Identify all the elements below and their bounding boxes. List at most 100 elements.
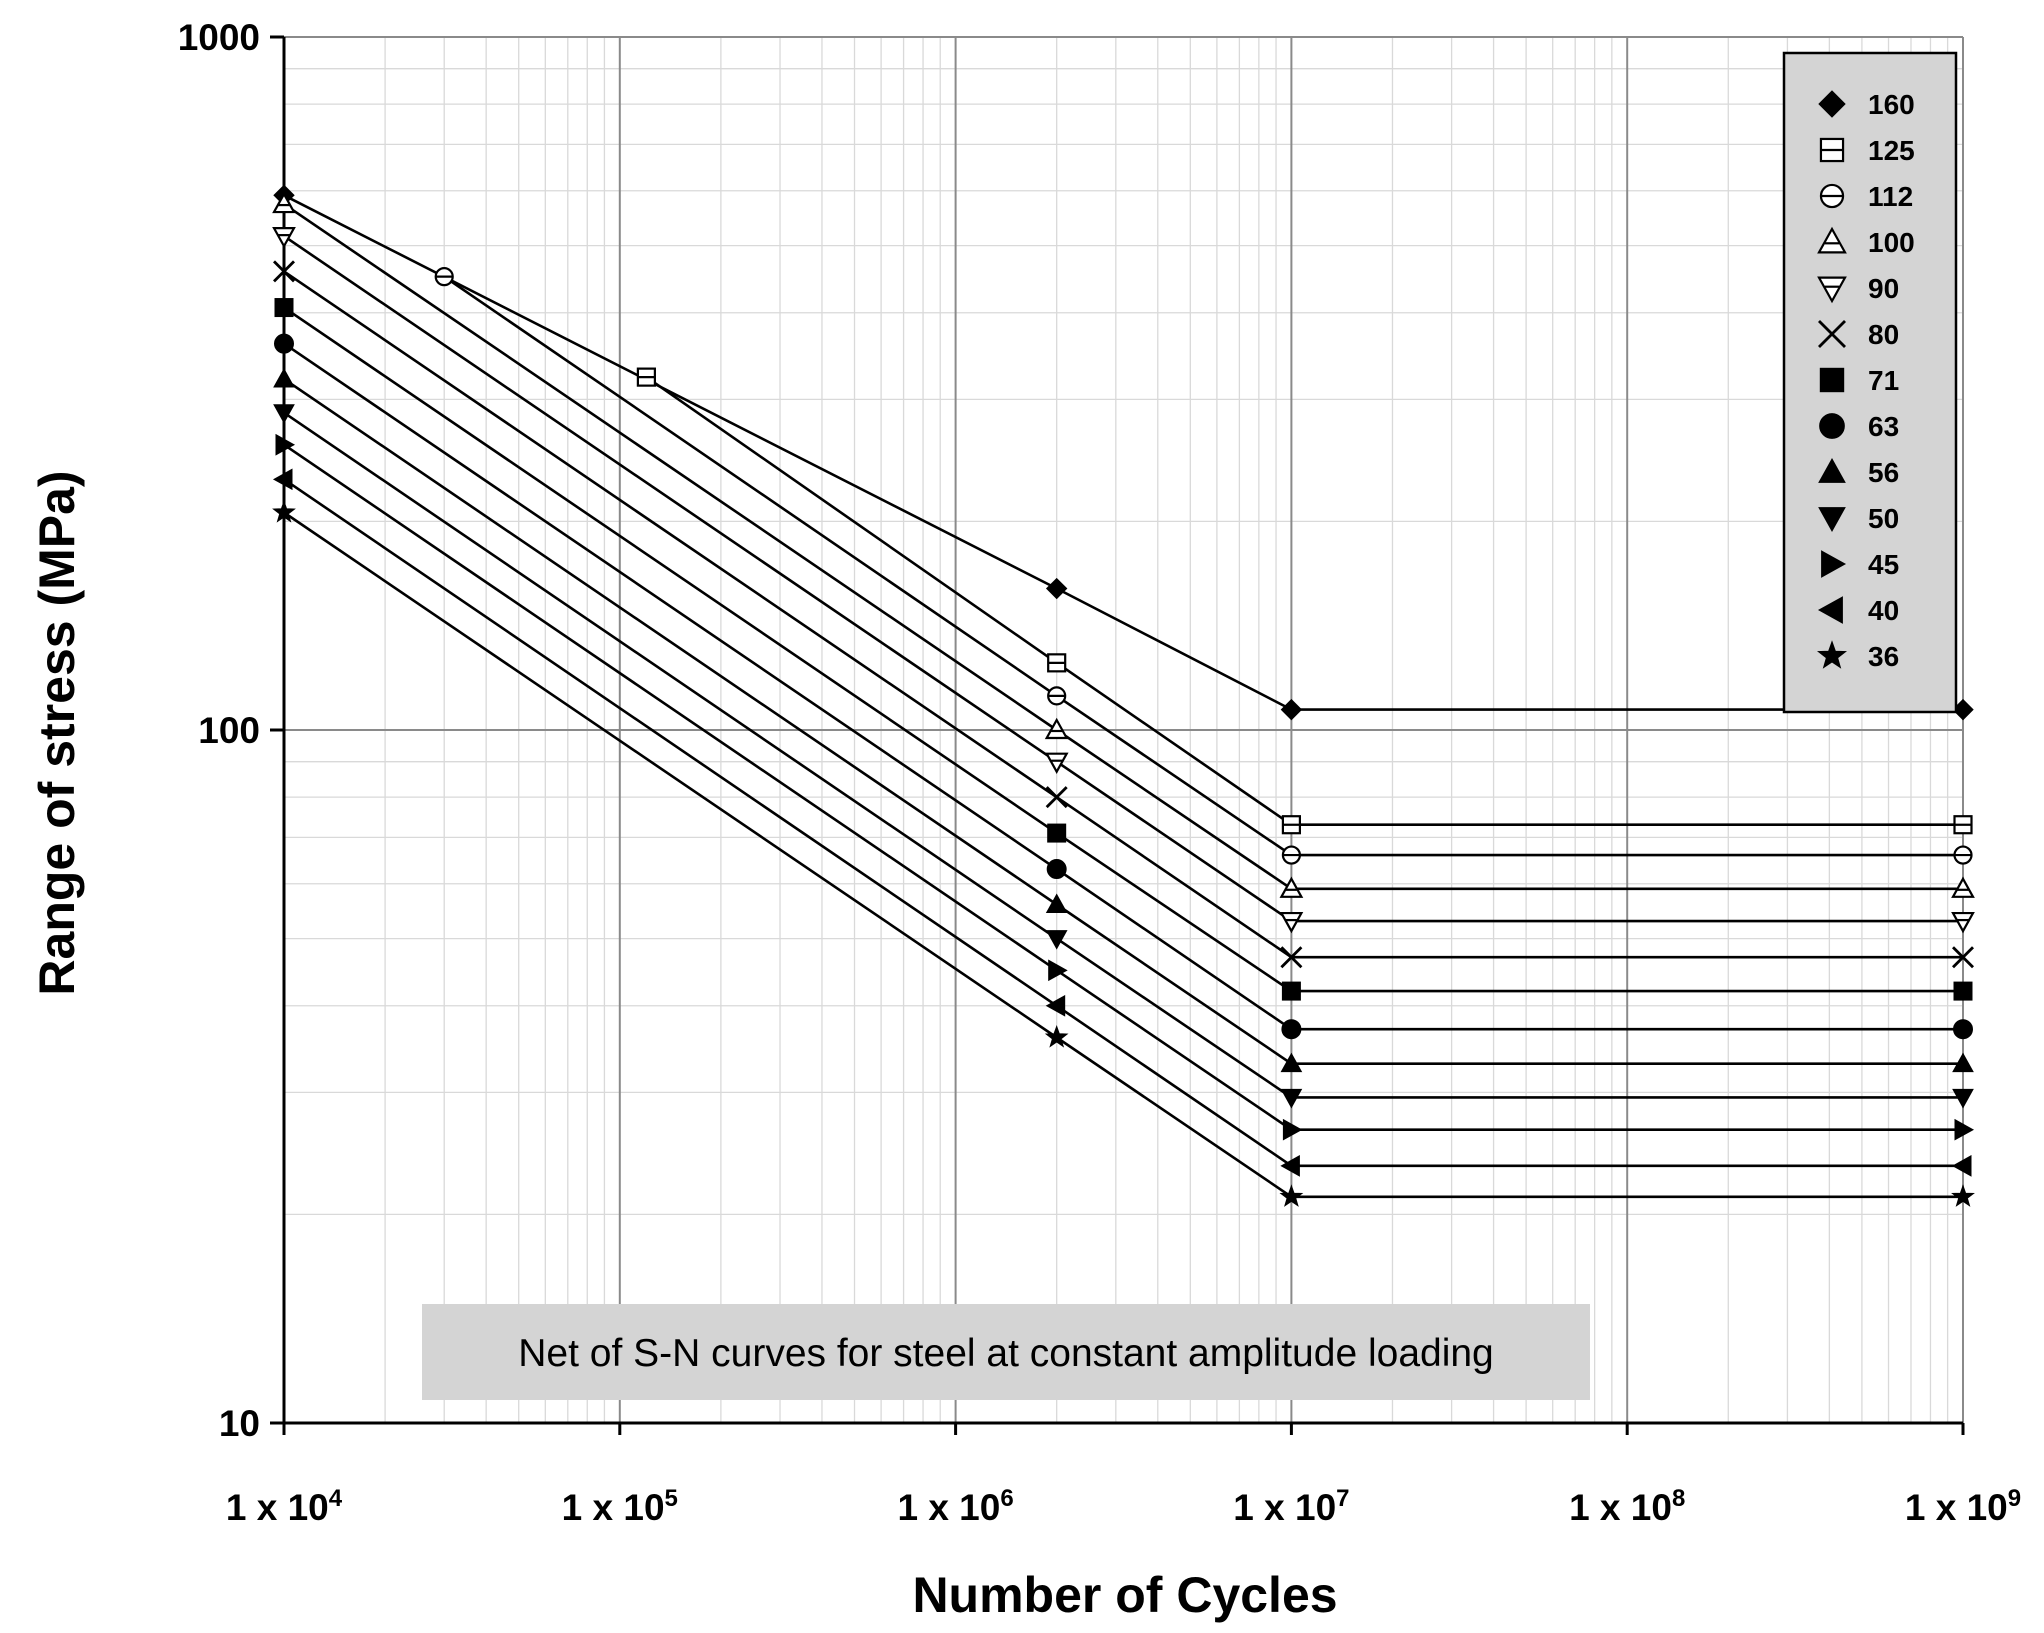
legend-item: 125 bbox=[1819, 135, 1915, 166]
x-tick-label: 1 x 108 bbox=[1569, 1485, 1685, 1528]
data-point-marker bbox=[1953, 815, 1973, 835]
data-point-marker bbox=[1819, 137, 1845, 163]
legend-item: 71 bbox=[1819, 365, 1899, 396]
series-90 bbox=[272, 227, 1975, 934]
series-125 bbox=[636, 367, 1973, 835]
series-line bbox=[283, 377, 1963, 1065]
data-point-marker bbox=[1281, 981, 1301, 1001]
data-point-marker bbox=[273, 260, 295, 283]
data-point-marker bbox=[1048, 959, 1068, 982]
x-axis-title: Number of Cycles bbox=[912, 1567, 1337, 1623]
series-line bbox=[283, 270, 1963, 959]
data-point-marker bbox=[434, 267, 454, 287]
data-point-marker bbox=[1818, 90, 1846, 118]
data-point-marker bbox=[1821, 550, 1847, 578]
data-point-marker bbox=[1817, 226, 1847, 254]
data-point-marker bbox=[1951, 876, 1975, 898]
data-point-marker bbox=[1046, 859, 1067, 880]
data-point-marker bbox=[274, 333, 294, 354]
data-point-marker bbox=[272, 191, 296, 214]
legend-label: 100 bbox=[1868, 227, 1915, 258]
data-point-marker bbox=[1954, 1118, 1975, 1141]
data-point-marker bbox=[1818, 320, 1846, 348]
data-point-marker bbox=[1045, 930, 1068, 950]
legend-label: 36 bbox=[1868, 641, 1899, 672]
series-71 bbox=[274, 298, 1973, 1001]
legend-item: 90 bbox=[1817, 273, 1899, 304]
data-point-marker bbox=[1279, 876, 1304, 898]
series-line bbox=[283, 511, 1963, 1199]
data-point-marker bbox=[1045, 994, 1066, 1017]
x-tick-label: 1 x 106 bbox=[897, 1485, 1013, 1528]
series-line bbox=[283, 194, 1963, 711]
legend-label: 71 bbox=[1868, 365, 1899, 396]
y-tick-label: 1000 bbox=[178, 17, 260, 58]
legend: 160 125 112 100 90 80 71 63 56 50 45 40 36 bbox=[1782, 51, 1958, 714]
series-line bbox=[645, 376, 1963, 826]
data-point-marker bbox=[1280, 1052, 1303, 1073]
legend-item: 40 bbox=[1817, 595, 1899, 626]
legend-item: 112 bbox=[1819, 181, 1913, 212]
legend-label: 56 bbox=[1868, 457, 1899, 488]
data-point-marker bbox=[1280, 1155, 1300, 1177]
legend-item: 160 bbox=[1818, 89, 1915, 120]
data-point-marker bbox=[1282, 1118, 1303, 1141]
series-line bbox=[283, 342, 1963, 1031]
data-point-marker bbox=[636, 367, 656, 387]
series-80 bbox=[273, 260, 1974, 969]
data-point-marker bbox=[274, 298, 294, 318]
x-tick-label: 1 x 105 bbox=[562, 1485, 678, 1528]
data-point-marker bbox=[1952, 946, 1974, 969]
legend-label: 160 bbox=[1868, 89, 1915, 120]
x-tick-label: 1 x 109 bbox=[1905, 1485, 2021, 1528]
legend-item: 63 bbox=[1819, 411, 1899, 442]
data-point-marker bbox=[1047, 653, 1067, 673]
data-point-marker bbox=[1279, 911, 1304, 934]
data-point-marker bbox=[1818, 507, 1846, 533]
data-point-marker bbox=[1044, 717, 1069, 740]
data-point-marker bbox=[1047, 823, 1067, 843]
data-point-marker bbox=[1280, 698, 1303, 721]
series-line bbox=[283, 478, 1963, 1168]
series-line bbox=[283, 235, 1963, 923]
y-tick-label: 100 bbox=[198, 710, 260, 751]
legend-box bbox=[1782, 51, 1958, 714]
legend-item: 100 bbox=[1817, 226, 1915, 258]
series-line bbox=[283, 306, 1963, 993]
legend-label: 63 bbox=[1868, 411, 1899, 442]
y-axis-title: Range of stress (MPa) bbox=[29, 470, 85, 995]
data-point-marker bbox=[1044, 752, 1069, 774]
series-40 bbox=[272, 468, 1972, 1177]
data-point-marker bbox=[1953, 845, 1973, 865]
series-100 bbox=[272, 191, 1975, 898]
x-tick-label: 1 x 104 bbox=[226, 1485, 343, 1528]
data-point-marker bbox=[1951, 911, 1975, 934]
legend-item: 50 bbox=[1818, 503, 1899, 534]
legend-item: 56 bbox=[1818, 457, 1899, 488]
legend-label: 90 bbox=[1868, 273, 1899, 304]
data-point-marker bbox=[1953, 1019, 1973, 1040]
series-160 bbox=[273, 184, 1974, 721]
data-point-marker bbox=[275, 433, 296, 456]
series-63 bbox=[274, 333, 1973, 1040]
data-point-marker bbox=[1816, 640, 1848, 669]
annotation-background bbox=[422, 1304, 1590, 1400]
legend-item: 80 bbox=[1818, 319, 1899, 350]
x-tick-label: 1 x 107 bbox=[1233, 1485, 1349, 1528]
series-line bbox=[443, 275, 1963, 857]
major-gridlines bbox=[283, 36, 1964, 1424]
data-point-marker bbox=[1819, 367, 1845, 393]
annotation-box: Net of S-N curves for steel at constant … bbox=[422, 1304, 1590, 1400]
series-45 bbox=[275, 433, 1975, 1141]
y-tick-labels: 10 100 1000 bbox=[178, 17, 260, 1444]
data-point-marker bbox=[1818, 457, 1846, 483]
series-line bbox=[283, 443, 1963, 1131]
data-point-marker bbox=[1045, 893, 1068, 914]
x-tick-labels: 1 x 104 1 x 105 1 x 106 1 x 107 1 x 108 1 x 1… bbox=[226, 1485, 2021, 1528]
data-point-marker bbox=[1045, 577, 1068, 600]
legend-label: 40 bbox=[1868, 595, 1899, 626]
legend-label: 112 bbox=[1868, 181, 1913, 212]
series-line bbox=[283, 203, 1963, 891]
y-tick-label: 10 bbox=[219, 1403, 260, 1444]
